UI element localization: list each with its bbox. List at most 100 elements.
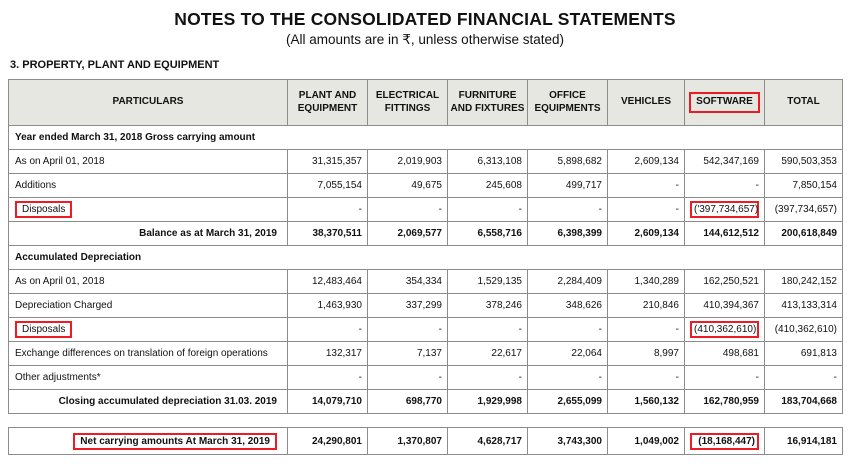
value-cell: -	[527, 317, 608, 342]
value-cell: 38,370,511	[287, 221, 368, 246]
value-cell: -	[447, 197, 528, 222]
value-cell: 2,069,577	[367, 221, 448, 246]
value-cell: 14,079,710	[287, 389, 368, 414]
value-cell: 2,655,099	[527, 389, 608, 414]
value-cell: 144,612,512	[684, 221, 765, 246]
row-label: As on April 01, 2018	[8, 149, 288, 174]
value-cell: 1,049,002	[607, 427, 685, 455]
table-row: Disposals - - - - - ('397,734,657) (397,734,657…	[8, 197, 843, 222]
section-row-label: Accumulated Depreciation	[8, 245, 843, 270]
value-cell: 49,675	[367, 173, 448, 198]
value-cell: 24,290,801	[287, 427, 368, 455]
value-cell: 698,770	[367, 389, 448, 414]
highlight-box: (18,168,447)	[690, 432, 759, 450]
value-cell: 691,813	[764, 341, 843, 366]
value-cell: 337,299	[367, 293, 448, 318]
column-header-vehicles: VEHICLES	[607, 79, 685, 126]
value-cell: 1,370,807	[367, 427, 448, 455]
column-header-plant-and-equipment: PLANT AND EQUIPMENT	[287, 79, 368, 126]
value-cell: 180,242,152	[764, 269, 843, 294]
value-cell: 132,317	[287, 341, 368, 366]
value-cell: 162,250,521	[684, 269, 765, 294]
value-cell: 4,628,717	[447, 427, 528, 455]
table-row: Additions 7,055,154 49,675 245,608 499,717- -…	[8, 173, 843, 198]
value-cell: -	[367, 365, 448, 390]
value-cell: 245,608	[447, 173, 528, 198]
value-cell: 2,609,134	[607, 221, 685, 246]
value-cell: -	[607, 173, 685, 198]
column-header-particulars: PARTICULARS	[8, 79, 288, 126]
value-cell: 7,850,154	[764, 173, 843, 198]
value-cell: 183,704,668	[764, 389, 843, 414]
row-label: Additions	[8, 173, 288, 198]
row-label: Other adjustments*	[8, 365, 288, 390]
value-cell: -	[527, 197, 608, 222]
value-cell: 378,246	[447, 293, 528, 318]
table-row: Disposals - - - - - (410,362,610) (410,362,610)	[8, 317, 843, 342]
value-cell: (410,362,610)	[684, 317, 765, 342]
value-cell: -	[367, 317, 448, 342]
page-title: NOTES TO THE CONSOLIDATED FINANCIAL STAT…	[174, 9, 676, 29]
net-carrying-table: Net carrying amounts At March 31, 2019 24…	[8, 427, 843, 455]
section-heading: 3. PROPERTY, PLANT AND EQUIPMENT	[10, 59, 220, 71]
value-cell: -	[447, 317, 528, 342]
value-cell: 1,340,289	[607, 269, 685, 294]
value-cell: 413,133,314	[764, 293, 843, 318]
value-cell: 5,898,682	[527, 149, 608, 174]
value-cell: 210,846	[607, 293, 685, 318]
table-row: Other adjustments* - - - - - - -	[8, 365, 843, 390]
value-cell: 6,558,716	[447, 221, 528, 246]
value-cell: -	[447, 365, 528, 390]
value-cell: 8,997	[607, 341, 685, 366]
value-cell: -	[684, 173, 765, 198]
value-cell: 1,463,930	[287, 293, 368, 318]
value-cell: 1,929,998	[447, 389, 528, 414]
value-cell: -	[607, 197, 685, 222]
highlight-box: Net carrying amounts At March 31, 2019	[73, 432, 277, 450]
column-header-furniture-and-fixtures: FURNITURE AND FIXTURES	[447, 79, 528, 126]
value-cell: 7,137	[367, 341, 448, 366]
value-cell: 200,618,849	[764, 221, 843, 246]
page-subtitle: (All amounts are in ₹, unless otherwise …	[286, 32, 564, 47]
value-cell: 2,019,903	[367, 149, 448, 174]
value-cell: 498,681	[684, 341, 765, 366]
table-row: As on April 01, 2018 31,315,357 2,019,903 6…	[8, 149, 843, 174]
value-cell: 590,503,353	[764, 149, 843, 174]
highlight-box: (410,362,610)	[690, 321, 759, 338]
value-cell: 22,617	[447, 341, 528, 366]
row-label: Disposals	[8, 317, 288, 342]
table-row: Depreciation Charged 1,463,930 337,299 378,…	[8, 293, 843, 318]
page: NOTES TO THE CONSOLIDATED FINANCIAL STAT…	[8, 9, 843, 455]
column-header-software: SOFTWARE	[684, 79, 765, 126]
highlight-box: Disposals	[15, 201, 73, 218]
table-row: As on April 01, 2018 12,483,464 354,334 1,5…	[8, 269, 843, 294]
column-header-total: TOTAL	[764, 79, 843, 126]
value-cell: -	[764, 365, 843, 390]
value-cell: 542,347,169	[684, 149, 765, 174]
header-row: PARTICULARS PLANT AND EQUIPMENT ELECTRICAL…	[8, 79, 843, 126]
value-cell: 410,394,367	[684, 293, 765, 318]
section-row: Year ended March 31, 2018 Gross carrying…	[8, 125, 843, 150]
value-cell: 7,055,154	[287, 173, 368, 198]
table-row: Exchange differences on translation of f…	[8, 341, 843, 366]
row-label: As on April 01, 2018	[8, 269, 288, 294]
highlight-box: SOFTWARE	[689, 92, 760, 113]
value-cell: -	[607, 365, 685, 390]
section-row-label: Year ended March 31, 2018 Gross carrying…	[8, 125, 843, 150]
value-cell: 162,780,959	[684, 389, 765, 414]
column-header-office-equipments: OFFICE EQUIPMENTS	[527, 79, 608, 126]
total-row: Balance as at March 31, 2019 38,370,511 2,…	[8, 221, 843, 246]
value-cell: -	[367, 197, 448, 222]
value-cell: 1,560,132	[607, 389, 685, 414]
value-cell: 16,914,181	[764, 427, 843, 455]
row-label: Closing accumulated depreciation 31.03. …	[8, 389, 288, 414]
value-cell: (410,362,610)	[764, 317, 843, 342]
value-cell: 6,313,108	[447, 149, 528, 174]
value-cell: 22,064	[527, 341, 608, 366]
section-row: Accumulated Depreciation	[8, 245, 843, 270]
value-cell: 2,284,409	[527, 269, 608, 294]
ppe-table-body: Year ended March 31, 2018 Gross carrying…	[8, 125, 843, 414]
value-cell: -	[527, 365, 608, 390]
highlight-box: Disposals	[15, 321, 73, 338]
value-cell: -	[287, 365, 368, 390]
